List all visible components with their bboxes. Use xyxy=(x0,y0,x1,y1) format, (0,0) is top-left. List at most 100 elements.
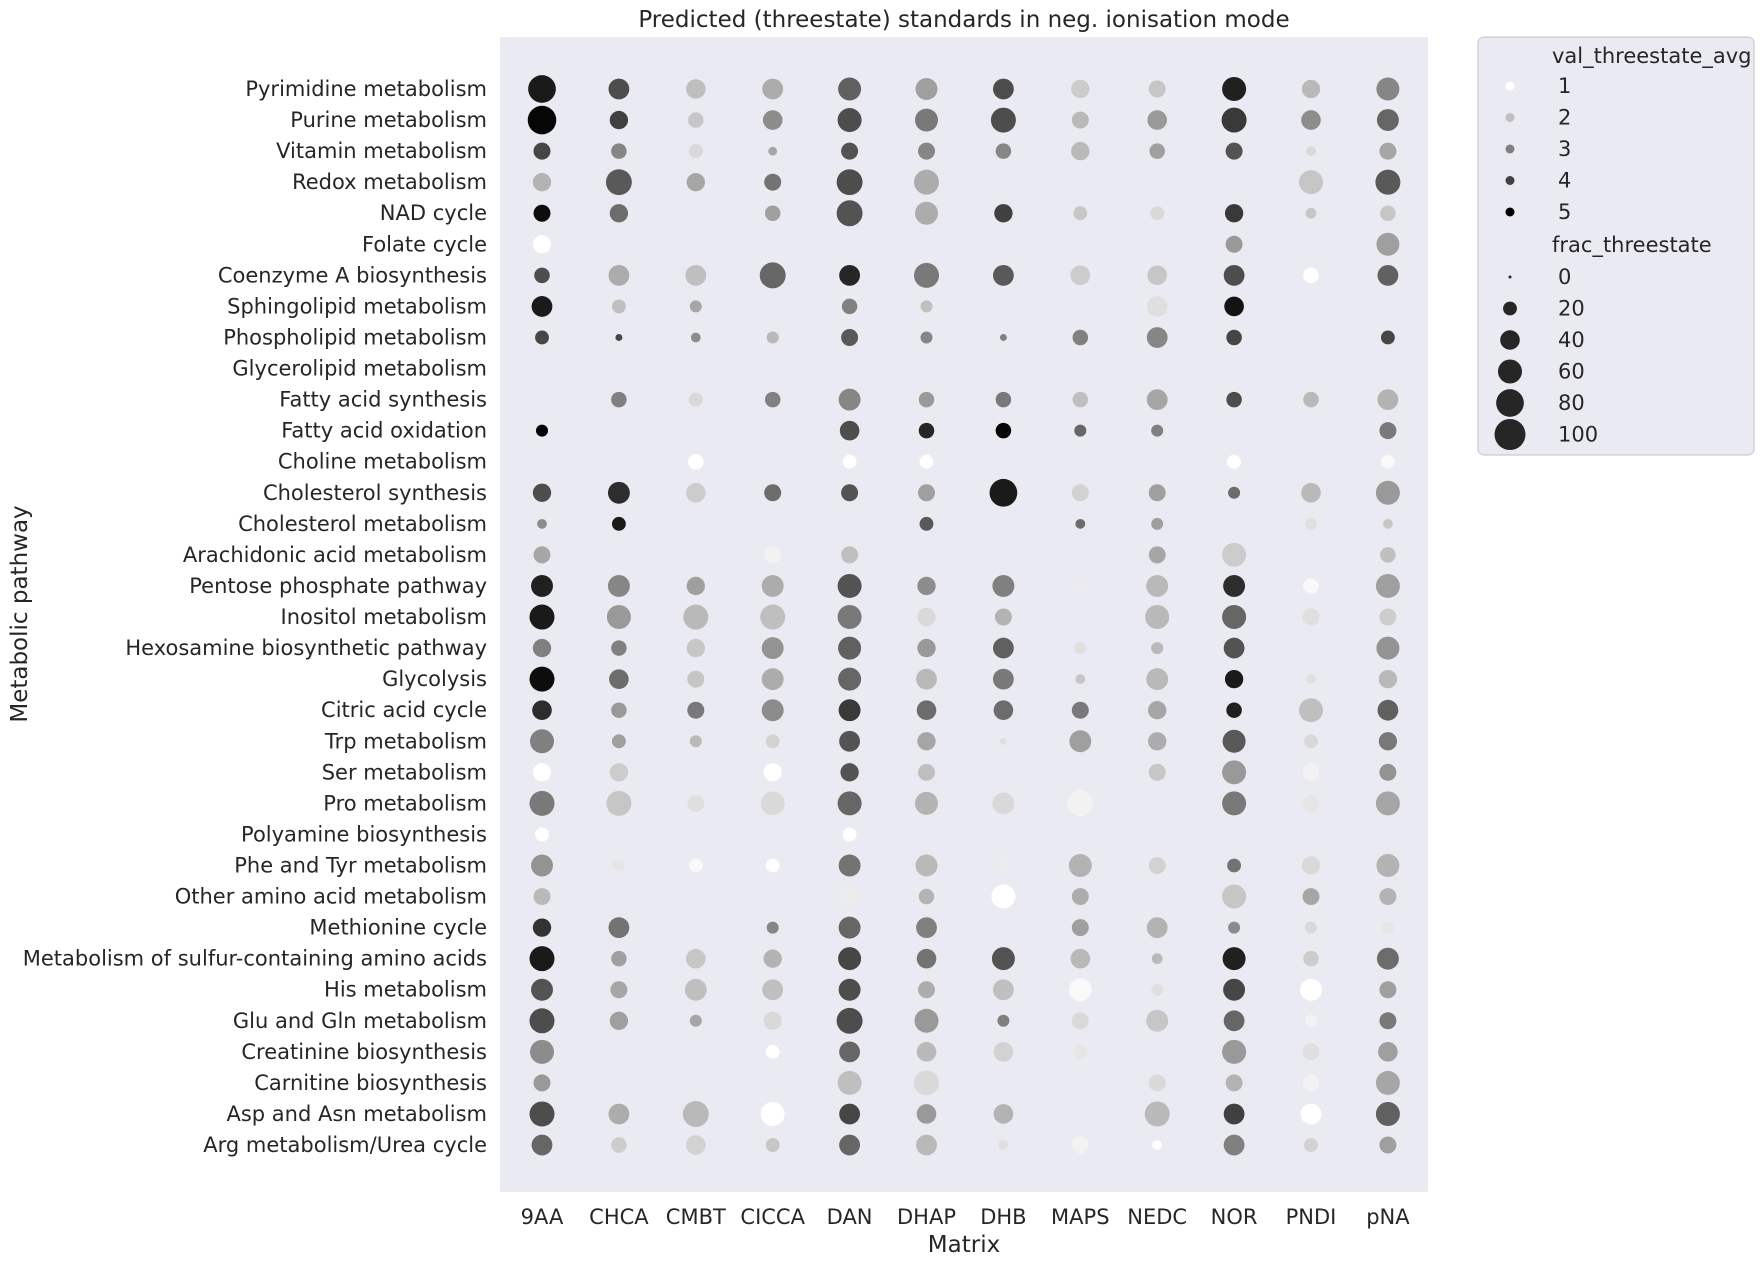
point-chca-redox-metabolism xyxy=(605,169,632,196)
point-nedc-asp-and-asn-metabolism xyxy=(1144,1101,1170,1127)
point-nedc-purine-metabolism xyxy=(1147,110,1168,130)
point-nedc-nad-cycle xyxy=(1150,206,1165,221)
point-dhb-purine-metabolism xyxy=(990,107,1016,133)
point-nor-pentose-phosphate-pathway xyxy=(1223,574,1246,597)
point-cmbt-hexosamine-biosynthetic-pathway xyxy=(686,638,705,658)
point-dan-pyrimidine-metabolism xyxy=(838,77,862,101)
x-tick-dhb: DHB xyxy=(980,1205,1026,1229)
x-tick-pndi: PNDI xyxy=(1286,1205,1337,1229)
point-dan-sphingolipid-metabolism xyxy=(841,298,858,315)
point-dan-citric-acid-cycle xyxy=(838,699,861,722)
point-9aa-asp-and-asn-metabolism xyxy=(529,1101,555,1127)
point-pndi-pro-metabolism xyxy=(1302,794,1320,812)
point-dan-redox-metabolism xyxy=(836,169,863,196)
point-nor-metabolism-of-sulfur-containing-amino-acids xyxy=(1222,947,1246,971)
point-chca-asp-and-asn-metabolism xyxy=(608,1103,630,1125)
legend-hue-label-5: 5 xyxy=(1558,200,1571,224)
point-maps-nad-cycle xyxy=(1073,206,1088,221)
point-cicca-nad-cycle xyxy=(764,205,781,221)
point-maps-pentose-phosphate-pathway xyxy=(1075,581,1086,591)
point-nedc-his-metabolism xyxy=(1151,983,1164,996)
y-tick-ser-metabolism: Ser metabolism xyxy=(322,760,487,784)
y-tick-hexosamine-biosynthetic-pathway: Hexosamine biosynthetic pathway xyxy=(125,636,487,660)
point-pndi-pentose-phosphate-pathway xyxy=(1303,578,1319,594)
point-dhap-methionine-cycle xyxy=(916,917,937,939)
point-chca-metabolism-of-sulfur-containing-amino-acids xyxy=(611,950,627,967)
point-pndi-asp-and-asn-metabolism xyxy=(1300,1103,1322,1125)
y-tick-glycerolipid-metabolism: Glycerolipid metabolism xyxy=(232,357,487,381)
point-dhap-redox-metabolism xyxy=(914,169,939,195)
point-pna-pro-metabolism xyxy=(1375,791,1400,816)
point-pna-trp-metabolism xyxy=(1378,732,1398,751)
point-nor-carnitine-biosynthesis xyxy=(1225,1074,1243,1092)
point-pna-pentose-phosphate-pathway xyxy=(1375,573,1400,598)
point-pna-purine-metabolism xyxy=(1376,109,1399,132)
legend-hue-title: val_threestate_avg xyxy=(1552,44,1752,69)
point-dan-pentose-phosphate-pathway xyxy=(837,573,862,598)
point-pndi-metabolism-of-sulfur-containing-amino-acids xyxy=(1303,950,1319,967)
point-dhb-metabolism-of-sulfur-containing-amino-acids xyxy=(991,947,1015,971)
point-dhb-coenzyme-a-biosynthesis xyxy=(993,264,1014,286)
point-nedc-glycolysis xyxy=(1146,668,1169,691)
point-nor-vitamin-metabolism xyxy=(1225,142,1243,160)
point-nor-ser-metabolism xyxy=(1222,760,1247,785)
point-maps-metabolism-of-sulfur-containing-amino-acids xyxy=(1070,948,1091,969)
point-dan-asp-and-asn-metabolism xyxy=(839,1103,860,1125)
point-cicca-pro-metabolism xyxy=(760,791,785,816)
y-tick-asp-and-asn-metabolism: Asp and Asn metabolism xyxy=(226,1102,487,1126)
point-chca-pro-metabolism xyxy=(606,790,632,816)
point-chca-glu-and-gln-metabolism xyxy=(609,1011,629,1030)
point-dhb-arg-metabolism-urea-cycle xyxy=(998,1140,1009,1150)
x-tick-pna: pNA xyxy=(1366,1205,1410,1229)
point-dhap-metabolism-of-sulfur-containing-amino-acids xyxy=(916,948,937,969)
legend-size-marker-40 xyxy=(1500,330,1520,350)
point-cicca-glycolysis xyxy=(761,668,784,691)
point-pna-pyrimidine-metabolism xyxy=(1376,77,1400,101)
point-maps-pyrimidine-metabolism xyxy=(1071,79,1090,99)
point-dan-fatty-acid-synthesis xyxy=(838,388,861,411)
y-tick-redox-metabolism: Redox metabolism xyxy=(292,170,487,194)
point-chca-cholesterol-synthesis xyxy=(607,481,630,504)
point-nor-phospholipid-metabolism xyxy=(1226,329,1242,346)
point-chca-his-metabolism xyxy=(610,981,628,999)
point-cmbt-arg-metabolism-urea-cycle xyxy=(685,1135,706,1155)
point-cicca-methionine-cycle xyxy=(766,921,779,934)
legend-hue-items: 1 2 3 4 5 xyxy=(1505,74,1571,224)
point-9aa-his-metabolism xyxy=(531,978,553,1001)
point-pna-creatinine-biosynthesis xyxy=(1378,1042,1398,1062)
point-dhap-cholesterol-metabolism xyxy=(919,516,934,531)
point-dhap-sphingolipid-metabolism xyxy=(920,300,933,313)
y-tick-labels: Pyrimidine metabolism Purine metabolism Vi… xyxy=(23,77,487,1157)
point-nedc-metabolism-of-sulfur-containing-amino-acids xyxy=(1151,953,1163,965)
point-pna-citric-acid-cycle xyxy=(1377,699,1399,721)
legend-hue-marker-4 xyxy=(1505,176,1515,185)
point-9aa-metabolism-of-sulfur-containing-amino-acids xyxy=(529,946,555,972)
point-nedc-methionine-cycle xyxy=(1146,917,1168,939)
point-cmbt-vitamin-metabolism xyxy=(688,144,703,159)
point-cmbt-pro-metabolism xyxy=(687,794,705,812)
point-nor-folate-cycle xyxy=(1225,235,1243,253)
point-9aa-inositol-metabolism xyxy=(529,604,555,630)
point-dhb-pyrimidine-metabolism xyxy=(993,78,1014,100)
point-chca-citric-acid-cycle xyxy=(611,702,627,718)
point-9aa-other-amino-acid-metabolism xyxy=(533,888,551,906)
legend: val_threestate_avg frac_threestate 1 2 3 4 5… xyxy=(1477,36,1755,456)
y-tick-pro-metabolism: Pro metabolism xyxy=(323,791,487,815)
y-axis-label: Metabolic pathway xyxy=(7,505,33,722)
legend-hue-marker-3 xyxy=(1505,144,1515,154)
point-maps-arg-metabolism-urea-cycle xyxy=(1071,1136,1089,1154)
point-dhap-pyrimidine-metabolism xyxy=(915,78,938,100)
point-pndi-other-amino-acid-metabolism xyxy=(1302,888,1320,906)
point-cmbt-glu-and-gln-metabolism xyxy=(689,1014,702,1027)
point-dhb-phospholipid-metabolism xyxy=(999,334,1007,341)
point-nor-trp-metabolism xyxy=(1222,729,1246,753)
legend-hue-marker-2 xyxy=(1505,113,1515,122)
y-tick-glycolysis: Glycolysis xyxy=(382,667,487,691)
point-pna-hexosamine-biosynthetic-pathway xyxy=(1376,636,1400,660)
point-cmbt-phe-and-tyr-metabolism xyxy=(688,858,703,873)
point-chca-ser-metabolism xyxy=(609,763,629,782)
point-9aa-coenzyme-a-biosynthesis xyxy=(534,267,550,284)
point-chca-vitamin-metabolism xyxy=(611,143,627,159)
y-tick-fatty-acid-synthesis: Fatty acid synthesis xyxy=(279,388,487,412)
point-9aa-glu-and-gln-metabolism xyxy=(529,1008,555,1034)
